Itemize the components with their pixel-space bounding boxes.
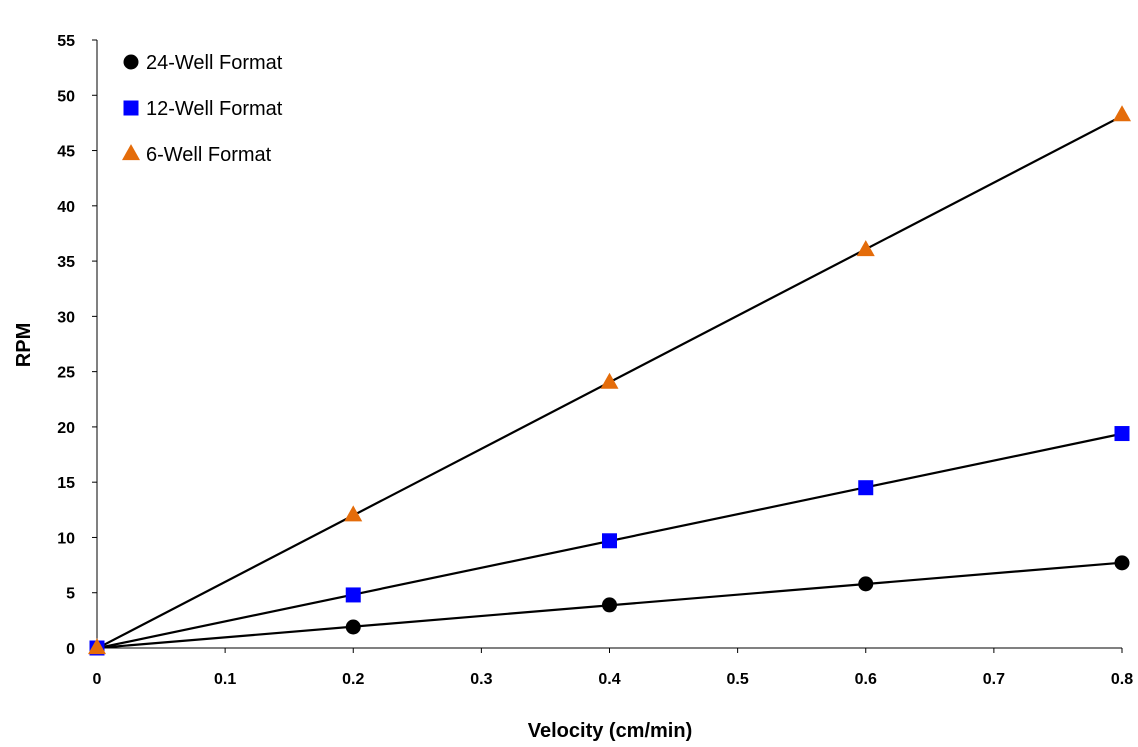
legend: 24-Well Format 12-Well Format 6-Well Forma… [122,52,283,166]
y-tick-label: 15 [57,475,75,492]
data-point [600,372,619,389]
data-point [856,240,875,257]
x-tick-label: 0.8 [1111,671,1133,688]
data-point [345,619,361,635]
data-point [88,638,106,655]
y-tick-label: 35 [57,254,75,271]
y-tick-label: 50 [57,88,75,105]
y-tick-label: 0 [66,641,75,658]
y-tick-label: 5 [66,586,75,603]
data-point [602,597,617,613]
x-tick-label: 0.5 [727,671,749,688]
y-tick-label: 30 [57,309,75,326]
data-point [858,576,874,592]
x-tick-label: 0.7 [983,671,1005,688]
data-point [1113,105,1131,122]
data-point [344,505,363,522]
data-point [858,480,874,496]
legend-marker [123,54,139,70]
y-tick-label: 40 [57,199,75,216]
y-tick-label: 25 [57,365,75,382]
axes: 0 5 10 15 20 25 30 35 40 45 50 55 0 0.1 0.2 0.3 0.4 0.5 0.… [57,33,1133,688]
x-tick-label: 0 [93,671,102,688]
x-tick-label: 0.6 [855,671,877,688]
y-tick-label: 10 [57,530,75,547]
data-point [602,533,617,549]
y-tick-label: 20 [57,420,75,437]
legend-label: 12-Well Format [146,98,283,120]
legend-marker [122,144,140,161]
y-tick-label: 45 [57,144,75,161]
data-point [1114,426,1130,442]
x-tick-label: 0.4 [598,671,620,688]
legend-label: 24-Well Format [146,52,283,74]
y-tick-label: 55 [57,33,75,50]
data-point [345,587,361,603]
data-point [1114,555,1130,571]
x-axis-title: Velocity (cm/min) [528,720,693,742]
x-tick-label: 0.2 [342,671,364,688]
legend-label: 6-Well Format [146,144,272,166]
legend-marker [123,100,139,116]
y-axis-title: RPM [13,323,35,367]
x-tick-label: 0.1 [214,671,236,688]
x-tick-label: 0.3 [470,671,492,688]
data-points [88,105,1131,656]
